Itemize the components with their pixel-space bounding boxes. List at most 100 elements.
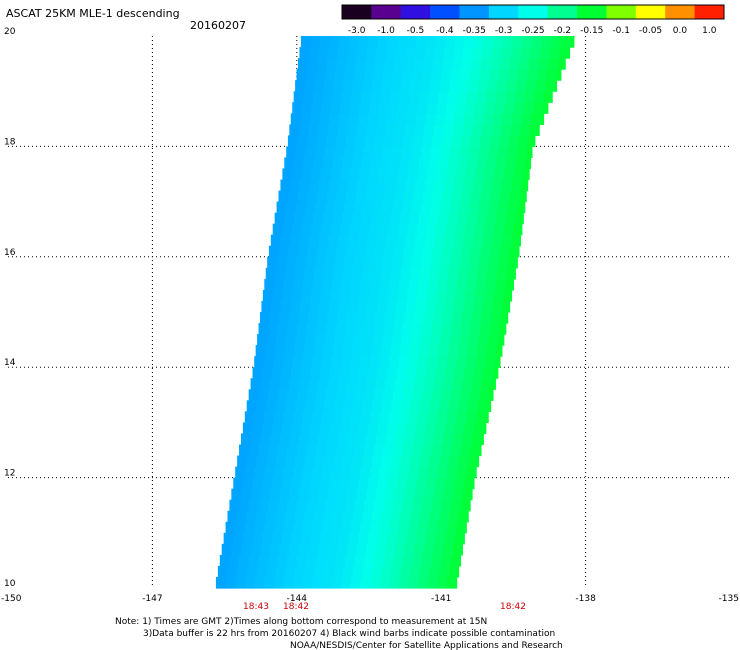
swath-cell <box>265 267 276 280</box>
swath-cell <box>288 190 299 203</box>
swath-cell <box>285 510 296 523</box>
colorbar-swatch <box>606 5 637 19</box>
swath-cell <box>308 488 319 501</box>
swath-cell <box>268 245 280 258</box>
swath-cell <box>439 267 450 280</box>
swath-cell <box>298 124 310 136</box>
swath-cell <box>372 201 384 214</box>
swath-cell <box>459 334 470 346</box>
swath-cell <box>362 510 373 523</box>
swath-cell <box>434 300 445 313</box>
swath-cell <box>363 256 374 269</box>
swath-cell <box>452 58 463 70</box>
swath-cell <box>506 267 516 280</box>
swath-cell <box>507 256 518 269</box>
swath-cell <box>282 168 293 181</box>
swath-cell <box>431 499 442 512</box>
swath-cell <box>463 234 474 247</box>
swath-cell <box>254 356 265 368</box>
swath-cell <box>361 212 372 225</box>
swath-cell <box>300 422 311 435</box>
swath-cell <box>300 36 312 48</box>
swath-cell <box>306 554 317 567</box>
swath-cell <box>350 521 361 534</box>
swath-cell <box>336 312 348 324</box>
swath-cell <box>362 565 373 578</box>
swath-cell <box>398 102 409 114</box>
swath-cell <box>428 157 439 170</box>
swath-cell <box>348 367 360 379</box>
swath-cell <box>352 455 363 468</box>
swath-cell <box>348 113 359 125</box>
swath-cell <box>395 124 406 136</box>
swath-cell <box>246 400 257 412</box>
swath-cell <box>345 135 356 147</box>
swath-cell <box>316 499 327 512</box>
swath-cell <box>395 47 406 59</box>
swath-cell <box>375 124 387 136</box>
swath-cell <box>362 267 373 280</box>
swath-cell <box>515 91 526 103</box>
swath-cell <box>285 267 296 280</box>
swath-cell <box>344 444 356 457</box>
swath-cell <box>300 113 311 125</box>
swath-cell <box>467 267 479 280</box>
swath-cell <box>296 389 308 401</box>
swath-cell <box>287 323 298 335</box>
swath-cell <box>432 58 444 70</box>
swath-cell <box>438 212 449 225</box>
swath-cell <box>441 444 452 457</box>
swath-cell <box>543 91 553 103</box>
swath-cell <box>294 455 306 468</box>
swath-cell <box>340 168 351 181</box>
swath-cell <box>311 356 323 368</box>
swath-cell <box>269 433 281 446</box>
swath-cell <box>353 256 365 269</box>
swath-cell <box>531 113 542 125</box>
swath-cell <box>440 201 451 214</box>
swath-cell <box>308 124 319 136</box>
swath-cell <box>459 201 470 214</box>
swath-cell <box>397 223 409 236</box>
swath-cell <box>432 190 443 203</box>
swath-cell <box>489 389 494 401</box>
swath-cell <box>408 466 419 479</box>
swath-cell <box>293 91 304 103</box>
swath-cell <box>443 433 454 446</box>
swath-cell <box>390 345 401 357</box>
swath-cell <box>301 102 313 114</box>
swath-cell <box>369 411 381 423</box>
swath-cell <box>419 345 430 357</box>
swath-cell <box>455 289 466 302</box>
swath-cell <box>337 47 349 59</box>
swath-cell <box>227 565 238 578</box>
swath-cell <box>308 378 319 390</box>
swath-cell <box>237 510 248 523</box>
swath-cell <box>389 576 400 589</box>
swath-cell <box>446 102 457 114</box>
swath-cell <box>474 36 485 48</box>
swath-cell <box>307 135 318 147</box>
swath-cell <box>342 345 353 357</box>
swath-cell <box>400 400 411 412</box>
swath-cell <box>330 223 341 236</box>
swath-cell <box>432 245 443 258</box>
swath-cell <box>437 576 448 589</box>
swath-cell <box>369 521 381 534</box>
swath-cell <box>401 80 412 92</box>
swath-cell <box>269 312 280 324</box>
swath-cell <box>538 58 549 70</box>
swath-cell <box>458 267 469 280</box>
swath-cell <box>273 576 284 589</box>
swath-cell <box>456 411 467 423</box>
swath-cell <box>365 190 376 203</box>
swath-cell <box>380 91 391 103</box>
swath-cell <box>405 47 416 59</box>
swath-cell <box>265 565 277 578</box>
swath-cell <box>472 433 483 446</box>
swath-cell <box>377 532 388 545</box>
swath-cell <box>440 256 451 269</box>
swath-cell <box>335 389 346 401</box>
swath-cell <box>373 499 385 512</box>
swath-cell <box>258 444 269 457</box>
